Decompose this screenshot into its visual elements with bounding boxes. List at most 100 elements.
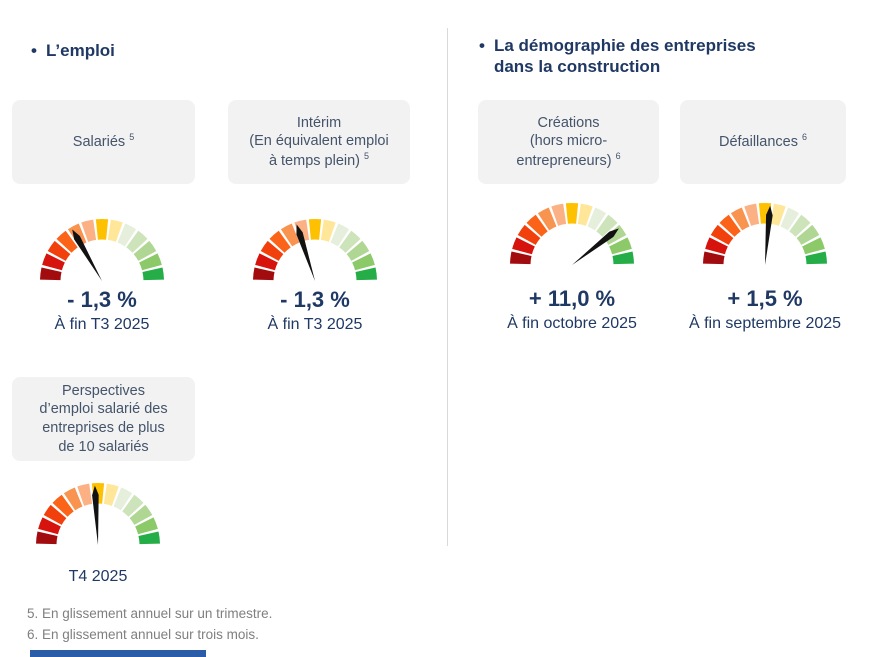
card-line: entreprises de plus <box>42 420 165 436</box>
gauge-segment <box>577 203 593 226</box>
gauge-segment <box>603 224 627 245</box>
section-title-emploi: • L’emploi <box>31 40 115 61</box>
footnote-marker: 5 <box>364 150 370 161</box>
gauge-segment <box>703 251 725 265</box>
gauge-segment <box>770 203 786 226</box>
gauge-segment <box>122 494 144 517</box>
gauge-segment <box>294 219 310 242</box>
gauge-segment <box>77 483 93 506</box>
gauge-date: À fin octobre 2025 <box>507 315 637 333</box>
gauge-segment <box>43 504 67 525</box>
gauge-value: - 1,3 % <box>280 287 350 312</box>
gauge-segment <box>103 483 119 506</box>
gauge-segment <box>565 202 579 224</box>
gauge-date: À fin septembre 2025 <box>688 315 842 333</box>
gauge-chart <box>703 202 827 265</box>
gauge-segment <box>56 230 78 253</box>
gauge-needle <box>296 224 315 281</box>
gauge-segment <box>780 207 800 231</box>
gauge-segment <box>38 517 61 535</box>
card-line: de 10 salariés <box>58 438 149 455</box>
gauge-segment <box>512 237 535 255</box>
gauge-segment <box>596 214 618 237</box>
gauge-needle <box>72 229 102 281</box>
gauge-date: À fin T3 2025 <box>267 316 363 334</box>
gauge-segment <box>308 218 322 240</box>
gauge-interim: - 1,3 % À fin T3 2025 <box>225 217 405 334</box>
gauge-segment <box>805 251 827 265</box>
gauge-value: + 11,0 % <box>528 286 616 311</box>
gauge-segment <box>40 267 62 281</box>
vertical-divider <box>447 28 448 546</box>
card-line: à temps plein) 5 <box>268 150 370 169</box>
card-line: Salariés 5 <box>72 132 135 151</box>
gauge-segment <box>135 517 158 535</box>
footnote-marker: 6 <box>615 150 621 161</box>
card-line: Créations <box>537 114 600 131</box>
gauge-segment <box>138 531 160 545</box>
gauge-segment <box>355 267 377 281</box>
section-title-demographie-label: La démographie des entreprises dans la c… <box>494 35 756 77</box>
card-defaillances: Défaillances 6 <box>680 100 846 184</box>
gauge-segment <box>126 230 148 253</box>
gauge-segment <box>352 253 375 271</box>
gauge-segment <box>113 487 133 511</box>
card-line: Défaillances 6 <box>718 132 808 151</box>
card-line: (hors micro- <box>529 133 608 150</box>
gauge-segment <box>517 224 541 245</box>
gauge-segment <box>260 240 284 261</box>
gauge-perspectives: T4 2025 <box>8 481 188 586</box>
bullet-icon: • <box>31 41 37 60</box>
gauge-segment <box>269 230 291 253</box>
gauge-segment <box>710 224 734 245</box>
gauge-chart <box>40 218 164 281</box>
gauge-segment <box>796 224 820 245</box>
gauge-segment <box>95 218 109 240</box>
gauge-chart <box>253 218 377 281</box>
gauge-segment <box>802 237 825 255</box>
card-line: (En équivalent emploi <box>249 133 389 150</box>
gauge-segment <box>609 237 632 255</box>
footnote-5: 5. En glissement annuel sur un trimestre… <box>27 606 273 621</box>
gauge-date: T4 2025 <box>68 568 128 585</box>
gauge-segment <box>129 504 153 525</box>
gauge-segment <box>139 253 162 271</box>
gauge-segment <box>719 214 741 237</box>
gauge-defaillances: + 1,5 % À fin septembre 2025 <box>675 201 855 333</box>
gauge-segment <box>510 251 532 265</box>
gauge-segment <box>612 251 634 265</box>
gauge-segment <box>42 253 65 271</box>
card-salaries: Salariés 5 <box>12 100 195 184</box>
footnote-6: 6. En glissement annuel sur trois mois. <box>27 627 259 642</box>
gauge-needle <box>765 205 773 265</box>
gauge-segment <box>142 267 164 281</box>
section-title-line1: La démographie des entreprises <box>493 36 756 55</box>
gauge-segment <box>339 230 361 253</box>
gauge-segment <box>526 214 548 237</box>
gauge-segment <box>551 203 567 226</box>
gauge-segment <box>330 223 350 247</box>
gauge-segment <box>52 494 74 517</box>
gauge-chart <box>510 202 634 265</box>
gauge-value: - 1,3 % <box>67 287 137 312</box>
gauge-segment <box>744 203 760 226</box>
gauge-segment <box>107 219 123 242</box>
card-line: Intérim <box>296 114 342 131</box>
footnote-marker: 6 <box>802 132 808 143</box>
section-title-emploi-label: L’emploi <box>45 41 115 60</box>
gauge-segment <box>537 207 557 231</box>
gauge-segment <box>133 240 157 261</box>
card-line: Perspectives <box>61 382 145 399</box>
gauge-segment <box>253 267 275 281</box>
gauge-segment <box>587 207 607 231</box>
gauge-segment <box>320 219 336 242</box>
card-line: d’emploi salarié des <box>39 401 168 418</box>
card-creations: Créations (hors micro-entrepreneurs) 6 <box>478 100 659 184</box>
card-perspectives: Perspectives d’emploi salarié des entrepri… <box>12 377 195 461</box>
footer-bar <box>30 650 206 657</box>
gauge-needle <box>92 485 99 545</box>
gauge-segment <box>47 240 71 261</box>
gauge-value: + 1,5 % <box>727 286 803 311</box>
gauge-date: À fin T3 2025 <box>54 316 150 334</box>
